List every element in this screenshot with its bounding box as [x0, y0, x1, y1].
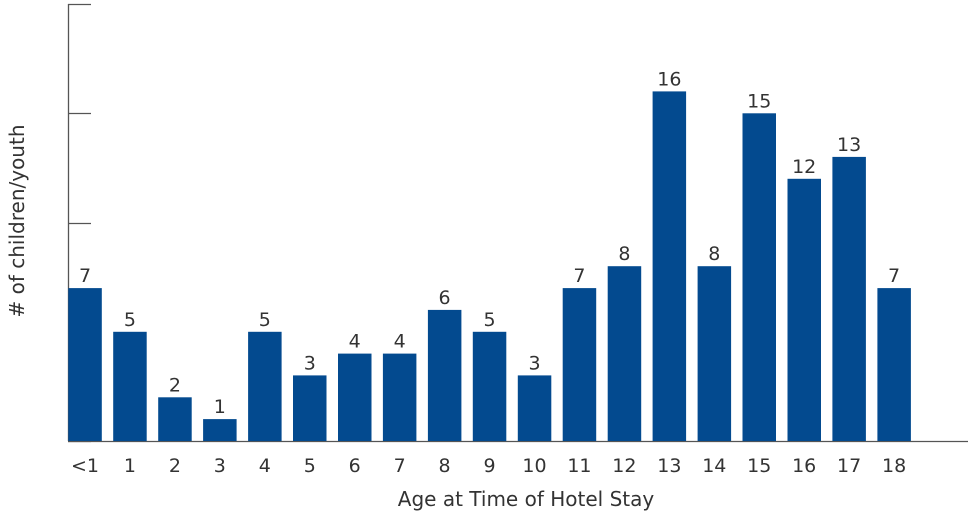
y-axis-title: # of children/youth: [5, 125, 29, 318]
bar-9: [472, 331, 507, 442]
bar-12: [607, 266, 642, 441]
x-tick-label-6: 6: [349, 455, 361, 477]
x-tick-labels: <1 1 2 3 4 5 6 7 8 9 10 11 12 13 14 15 16 17 18: [71, 455, 906, 477]
data-label-12: 8: [618, 243, 630, 265]
bar-series: [68, 91, 911, 442]
bar-11: [562, 288, 597, 441]
x-tick-label-15: 15: [747, 455, 771, 477]
data-label-15: 15: [747, 90, 771, 112]
data-label-8: 6: [439, 287, 451, 309]
x-tick-label-17: 17: [837, 455, 861, 477]
bar-7: [382, 353, 417, 441]
bar-4: [248, 331, 282, 442]
bar-8: [427, 309, 462, 441]
data-label-16: 12: [792, 156, 816, 178]
data-label-0: 7: [79, 265, 91, 287]
bar-1: [113, 331, 147, 442]
bar-2: [158, 397, 192, 441]
data-label-18: 7: [888, 265, 900, 287]
x-tick-label-8: 8: [439, 455, 451, 477]
bar-16: [787, 178, 821, 442]
bar-15: [742, 113, 776, 442]
x-tick-label-2: 2: [169, 455, 181, 477]
bar-18: [877, 288, 911, 441]
data-label-5: 3: [304, 352, 316, 374]
x-tick-label-9: 9: [484, 455, 496, 477]
x-tick-label-5: 5: [304, 455, 316, 477]
x-tick-label-12: 12: [612, 455, 636, 477]
x-axis-title: Age at Time of Hotel Stay: [398, 487, 655, 511]
data-label-2: 2: [169, 374, 181, 396]
data-label-13: 16: [657, 68, 681, 90]
data-label-14: 8: [708, 243, 720, 265]
bar-10: [517, 375, 552, 441]
x-tick-label-3: 3: [214, 455, 226, 477]
bar-0: [68, 288, 102, 441]
x-tick-label-4: 4: [259, 455, 271, 477]
x-tick-label-18: 18: [882, 455, 906, 477]
x-tick-label-1: 1: [124, 455, 136, 477]
data-label-4: 5: [259, 309, 271, 331]
data-label-1: 5: [124, 309, 136, 331]
bar-3: [203, 419, 237, 441]
bar-13: [652, 91, 687, 442]
data-label-6: 4: [349, 331, 361, 353]
data-label-10: 3: [528, 352, 540, 374]
x-tick-label-0: <1: [71, 455, 99, 477]
data-label-11: 7: [573, 265, 585, 287]
bar-5: [293, 375, 327, 441]
data-label-17: 13: [837, 134, 861, 156]
bar-17: [832, 156, 866, 441]
bar-14: [697, 266, 732, 441]
x-tick-label-11: 11: [567, 455, 591, 477]
data-label-7: 4: [394, 331, 406, 353]
data-label-9: 5: [484, 309, 496, 331]
bar-6: [338, 353, 372, 441]
x-tick-label-7: 7: [394, 455, 406, 477]
data-label-3: 1: [214, 396, 226, 418]
x-tick-label-16: 16: [792, 455, 816, 477]
x-tick-label-10: 10: [522, 455, 546, 477]
x-tick-label-14: 14: [702, 455, 726, 477]
x-tick-label-13: 13: [657, 455, 681, 477]
